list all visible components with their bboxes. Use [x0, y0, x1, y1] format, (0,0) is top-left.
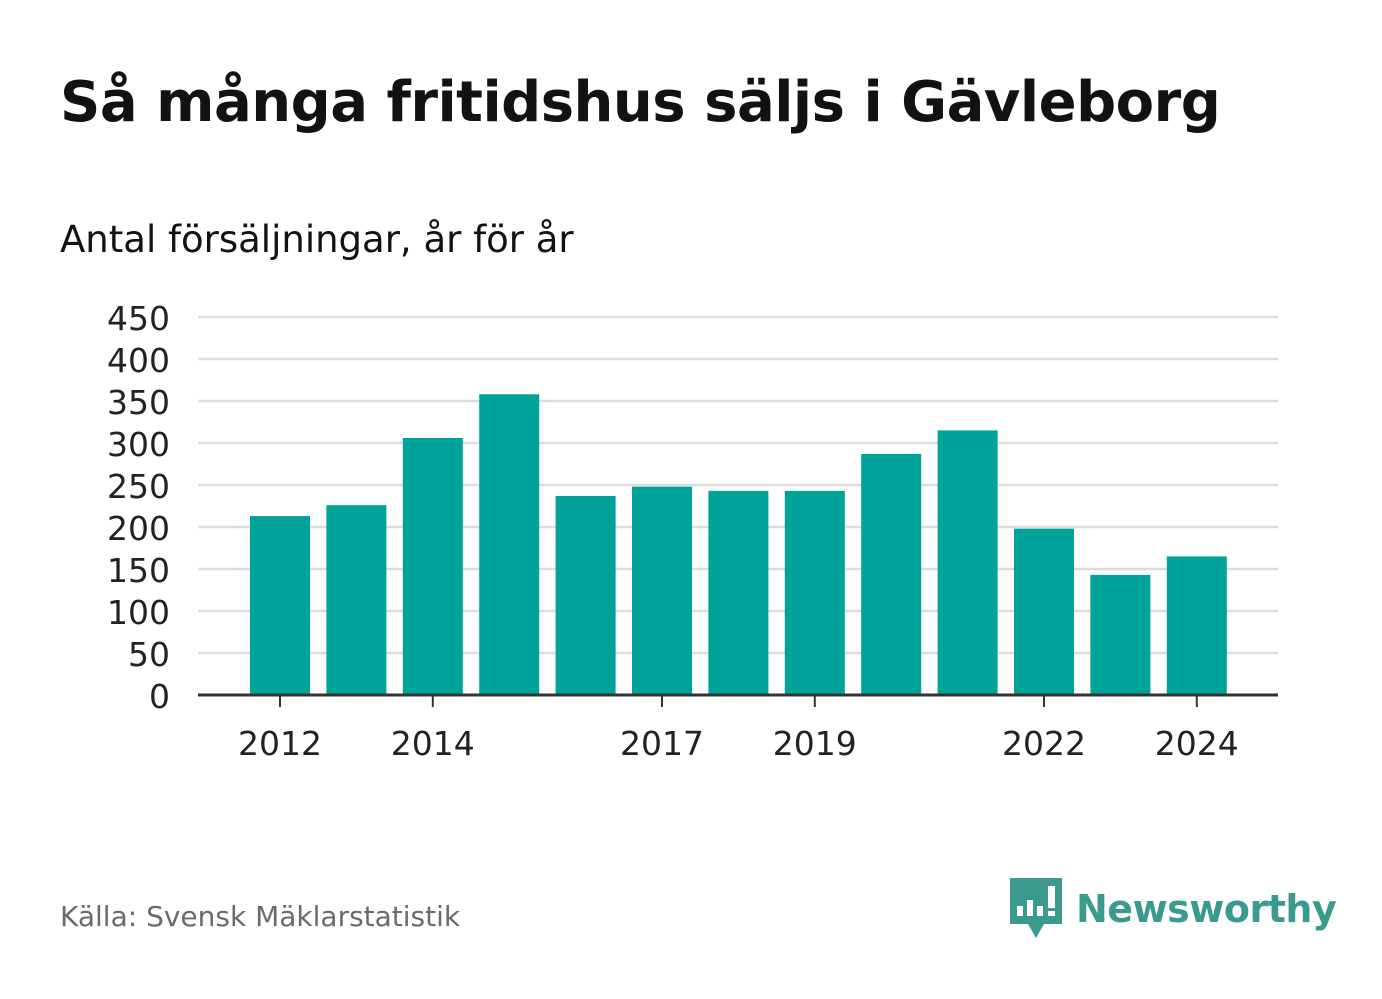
newsworthy-logo: Newsworthy	[1010, 878, 1337, 940]
bar	[632, 486, 692, 695]
bar	[708, 490, 769, 695]
x-tick-label: 2012	[238, 724, 322, 763]
speech-bubble-bar-chart-icon	[1010, 878, 1062, 938]
bar	[937, 430, 998, 695]
bar	[402, 437, 463, 695]
x-tick-label: 2022	[1002, 724, 1086, 763]
bar	[555, 495, 616, 695]
y-tick-label: 0	[149, 677, 170, 716]
y-tick-label: 100	[107, 593, 170, 632]
chart-title: Så många fritidshus säljs i Gävleborg	[60, 70, 1221, 135]
y-tick-label: 450	[107, 299, 170, 338]
y-tick-label: 150	[107, 551, 170, 590]
y-tick-label: 200	[107, 509, 170, 548]
bar	[479, 394, 540, 695]
x-tick-label: 2017	[620, 724, 704, 763]
x-tick-label: 2019	[773, 724, 857, 763]
x-tick-label: 2014	[391, 724, 475, 763]
bar	[326, 505, 387, 695]
x-axis: 2012 2014 2017 2019 2022 2024	[198, 693, 1278, 763]
y-tick-label: 250	[107, 467, 170, 506]
x-tick-label: 2024	[1155, 724, 1239, 763]
y-tick-label: 350	[107, 383, 170, 422]
bars	[250, 394, 1227, 695]
chart-subtitle: Antal försäljningar, år för år	[60, 218, 574, 261]
y-tick-label: 400	[107, 341, 170, 380]
y-tick-label: 50	[128, 635, 170, 674]
source-note: Källa: Svensk Mäklarstatistik	[60, 900, 461, 933]
bar	[1014, 528, 1074, 695]
bar	[861, 453, 922, 695]
bar	[1166, 556, 1227, 695]
bar	[784, 490, 845, 695]
brand-name: Newsworthy	[1076, 887, 1337, 931]
bar	[250, 516, 310, 695]
bar	[1090, 574, 1151, 695]
y-tick-label: 300	[107, 425, 170, 464]
